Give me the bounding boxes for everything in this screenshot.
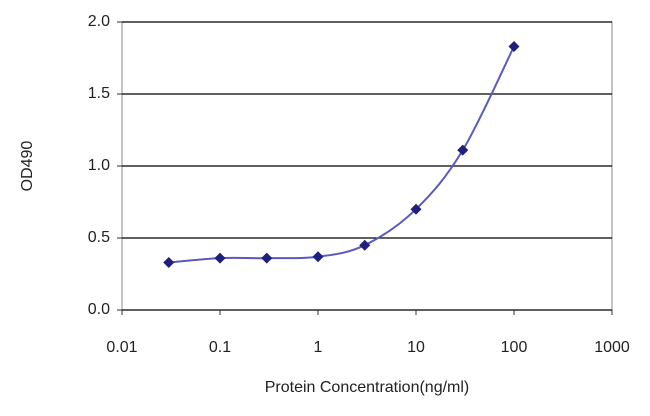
y-tick-label: 1.5: [88, 85, 110, 102]
data-point: [410, 203, 422, 215]
data-point: [261, 252, 273, 264]
data-point: [214, 252, 226, 264]
y-tick-label: 0.5: [88, 229, 110, 246]
data-point: [508, 40, 520, 52]
y-tick-label: 1.0: [88, 157, 110, 174]
y-tick-label: 2.0: [88, 13, 110, 30]
y-axis-label: OD490: [19, 141, 36, 192]
x-tick-label: 1: [314, 339, 323, 356]
data-point: [312, 251, 324, 263]
data-point: [359, 239, 371, 251]
x-axis-label: Protein Concentration(ng/ml): [265, 379, 470, 396]
data-point: [163, 256, 175, 268]
x-tick-label: 100: [501, 339, 528, 356]
x-tick-label: 1000: [594, 339, 630, 356]
data-point: [457, 144, 469, 156]
y-tick-label: 0.0: [88, 301, 110, 318]
x-tick-label: 0.1: [209, 339, 231, 356]
x-tick-label: 10: [407, 339, 425, 356]
x-tick-label: 0.01: [106, 339, 137, 356]
